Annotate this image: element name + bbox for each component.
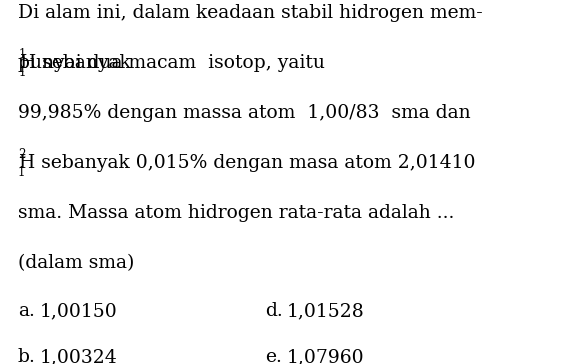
Text: 1,00150: 1,00150 (40, 302, 118, 320)
Text: 1: 1 (18, 166, 25, 179)
Text: 1,01528: 1,01528 (287, 302, 365, 320)
Text: e.: e. (265, 348, 282, 364)
Text: 99,985% dengan massa atom  1,00/83  sma dan: 99,985% dengan massa atom 1,00/83 sma da… (18, 104, 471, 122)
Text: 1: 1 (19, 48, 27, 61)
Text: 1: 1 (19, 66, 27, 79)
Text: Di alam ini, dalam keadaan stabil hidrogen mem-: Di alam ini, dalam keadaan stabil hidrog… (18, 4, 483, 22)
Text: sma. Massa atom hidrogen rata-rata adalah ...: sma. Massa atom hidrogen rata-rata adala… (18, 204, 454, 222)
Text: punyai dua macam  isotop, yaitu: punyai dua macam isotop, yaitu (18, 54, 337, 72)
Text: H sebanyak: H sebanyak (20, 54, 131, 72)
Text: 1,00324: 1,00324 (40, 348, 118, 364)
Text: b.: b. (18, 348, 36, 364)
Text: a.: a. (18, 302, 35, 320)
Text: 2: 2 (18, 148, 25, 161)
Text: d.: d. (265, 302, 283, 320)
Text: H sebanyak 0,015% dengan masa atom 2,01410: H sebanyak 0,015% dengan masa atom 2,014… (19, 154, 475, 172)
Text: 1,07960: 1,07960 (287, 348, 365, 364)
Text: (dalam sma): (dalam sma) (18, 254, 134, 272)
